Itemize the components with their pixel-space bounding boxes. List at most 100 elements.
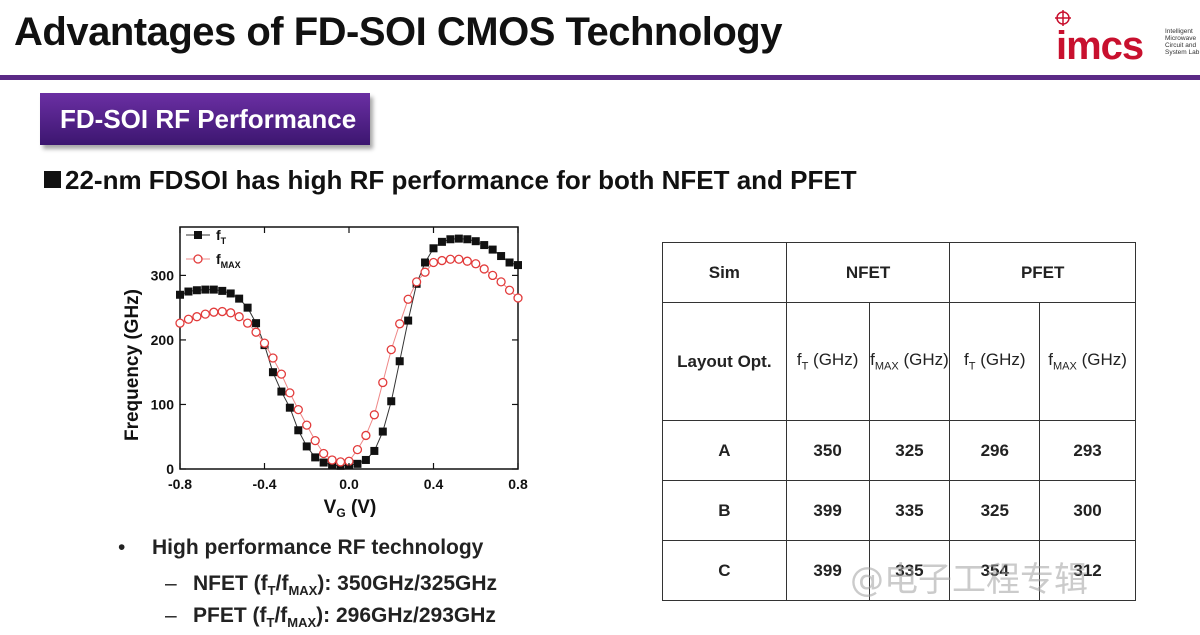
ft-point <box>505 258 514 267</box>
y-tick-label: 300 <box>151 267 175 283</box>
y-axis-label: Frequency (GHz) <box>122 289 143 441</box>
nfet-ft-header: fT (GHz) <box>785 302 870 421</box>
fmax-point <box>437 255 447 266</box>
fmax-point <box>445 254 456 264</box>
fmax-point <box>403 294 413 304</box>
fmax-point <box>327 455 337 465</box>
ft-point <box>421 258 430 267</box>
y-tick-label: 0 <box>166 461 174 477</box>
ft-point <box>184 287 193 296</box>
header-nfet: NFET <box>785 242 951 303</box>
fmax-point <box>411 277 422 287</box>
x-tick-label: 0.4 <box>424 476 444 492</box>
headline-text: 22-nm FDSOI has high RF performance for … <box>65 165 857 195</box>
ft-point <box>463 235 472 244</box>
bullet-nfet: – NFET (fT/fMAX): 350GHz/325GHz <box>165 572 498 599</box>
fmax-point <box>200 309 210 319</box>
crosshair-icon <box>1055 10 1071 26</box>
fmax-point <box>361 430 371 441</box>
frequency-chart: -0.8 -0.4 0.0 0.4 0.8 0 100 200 300 fT fMAX Frequ… <box>122 226 528 520</box>
watermark: @电子工程专辑 <box>850 560 1088 600</box>
x-tick-label: -0.8 <box>168 476 192 492</box>
header-pfet: PFET <box>949 242 1136 303</box>
ft-point <box>471 237 480 246</box>
x-tick-label: -0.4 <box>252 476 276 492</box>
ft-point <box>209 285 218 294</box>
fmax-point <box>192 312 202 322</box>
ft-point <box>328 461 337 470</box>
legend-label: fT <box>216 227 227 246</box>
ft-point <box>353 459 362 468</box>
layout-opt-label: Layout Opt. <box>662 302 787 421</box>
ft-point <box>235 294 244 303</box>
fmax-point <box>259 338 270 348</box>
fmax-point <box>302 420 312 430</box>
ft-point <box>437 237 446 246</box>
ft-point <box>277 387 286 396</box>
fmax-point <box>454 254 464 264</box>
fmax-point <box>335 457 346 467</box>
logo-wordmark: imcs <box>1056 24 1144 68</box>
rf-performance-table: Sim NFET PFET Layout Opt. fT (GHz) fMAX … <box>662 242 1136 601</box>
legend-circle-icon <box>193 254 203 264</box>
fmax-point <box>217 306 227 317</box>
fmax-point <box>183 314 194 324</box>
ft-point <box>302 442 311 451</box>
fmax-point <box>378 377 388 388</box>
ft-point <box>285 403 294 412</box>
fmax-point <box>487 270 498 281</box>
fmax-point <box>428 257 439 268</box>
ft-point <box>429 244 438 253</box>
ft-point <box>488 245 497 254</box>
fmax-point <box>209 307 219 317</box>
ft-point <box>243 303 252 312</box>
ft-point <box>514 261 522 270</box>
ft-point <box>497 252 506 261</box>
fmax-point <box>251 327 261 337</box>
series-line <box>179 238 519 467</box>
fmax-point <box>369 410 380 420</box>
ft-point <box>454 234 463 243</box>
fmax-point <box>352 444 363 455</box>
headline: 22-nm FDSOI has high RF performance for … <box>44 165 857 196</box>
bullet-pfet: – PFET (fT/fMAX): 296GHz/293GHz <box>165 604 496 631</box>
ft-point <box>378 427 387 436</box>
ft-point <box>176 290 184 299</box>
legend-square-icon <box>194 231 202 239</box>
fmax-point <box>386 344 396 355</box>
fmax-point <box>310 435 320 446</box>
ft-point <box>311 453 320 462</box>
x-axis-label: VG (V) <box>324 497 377 520</box>
logo-subtitle: Intelligent Microwave Circuit and System… <box>1165 28 1200 56</box>
fmax-point <box>242 318 253 328</box>
ft-point <box>201 285 210 294</box>
fmax-point <box>293 404 303 415</box>
ft-point <box>446 235 455 244</box>
ft-point <box>294 426 303 435</box>
fmax-point <box>420 267 430 277</box>
pfet-fmax-header: fMAX (GHz) <box>1039 302 1136 421</box>
square-bullet-icon <box>44 171 61 188</box>
ft-point <box>361 455 370 464</box>
fmax-point <box>504 285 515 295</box>
legend-label: fMAX <box>216 251 241 270</box>
x-tick-label: 0.0 <box>339 476 359 492</box>
ft-point <box>268 368 277 377</box>
fmax-point <box>285 388 295 398</box>
title-divider <box>0 75 1200 80</box>
x-tick-label: 0.8 <box>508 476 528 492</box>
fmax-point <box>496 277 506 287</box>
fmax-point <box>395 319 405 329</box>
fmax-point <box>226 308 236 318</box>
ft-point <box>218 286 227 295</box>
fmax-point <box>318 448 329 459</box>
ft-point <box>370 446 379 455</box>
y-tick-label: 200 <box>151 332 175 348</box>
ft-point <box>226 289 235 298</box>
ft-point <box>252 319 261 328</box>
fmax-point <box>175 318 185 328</box>
table-row: C 399 335 354 312 <box>662 540 1136 601</box>
fmax-point <box>479 264 489 274</box>
table-row: B 399 335 325 300 <box>662 480 1136 541</box>
table-row: A 350 325 296 293 <box>662 420 1136 481</box>
